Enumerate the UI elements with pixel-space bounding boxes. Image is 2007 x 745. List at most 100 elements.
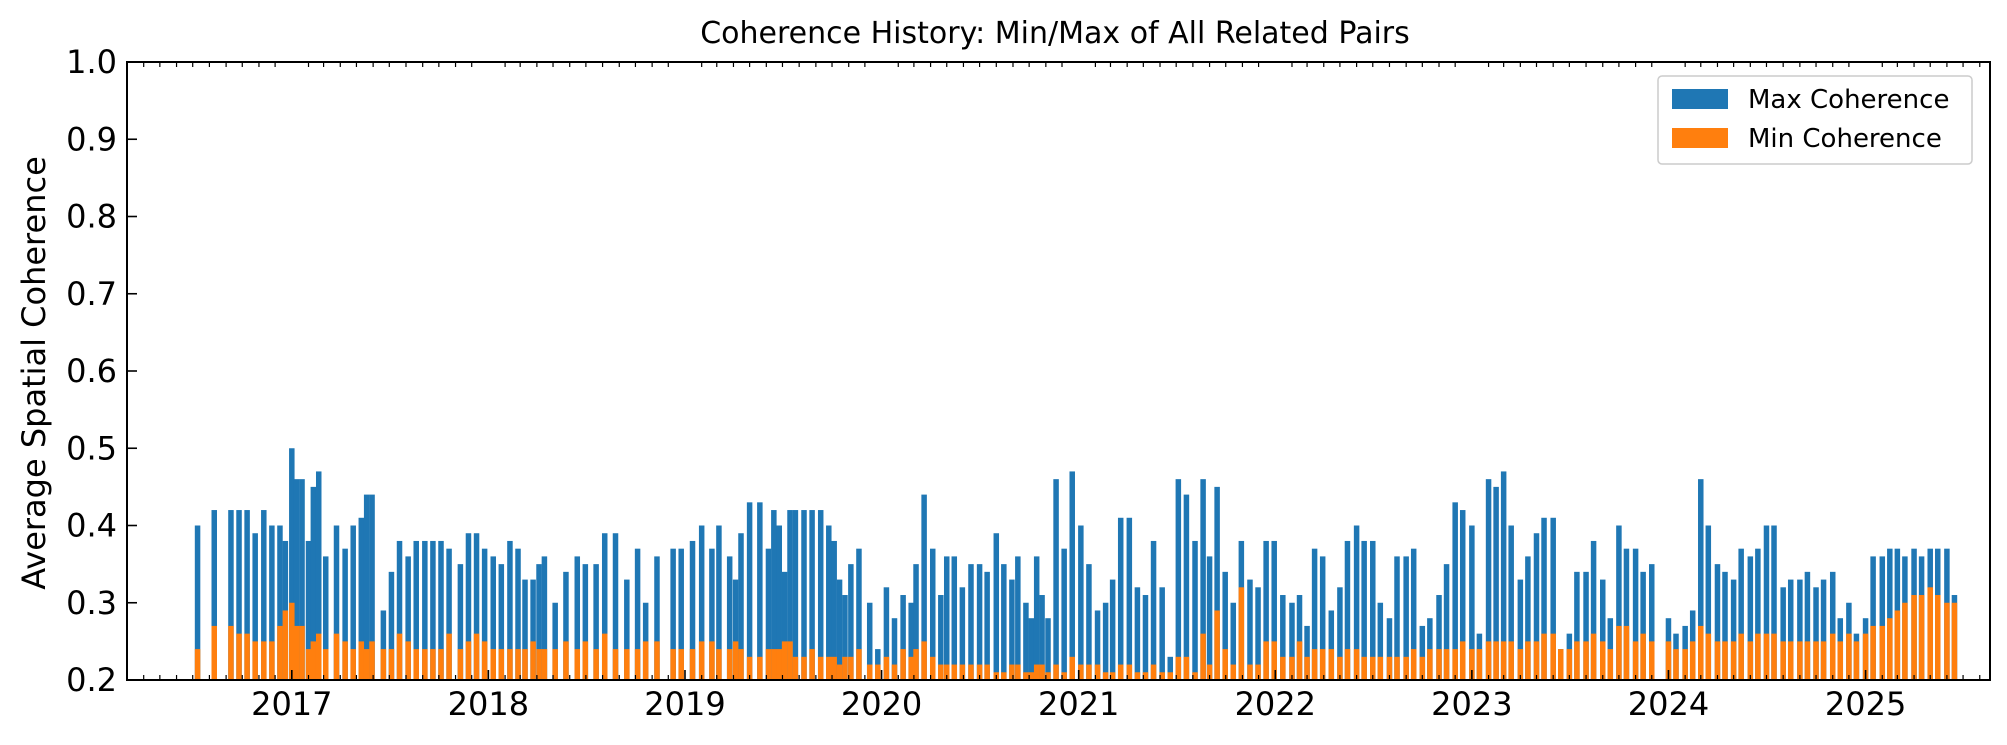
min-coherence-bar xyxy=(1280,656,1286,680)
min-coherence-bar xyxy=(473,633,480,680)
min-coherence-bar xyxy=(363,649,370,680)
min-coherence-bar xyxy=(1427,649,1433,680)
min-coherence-bar xyxy=(913,649,919,680)
x-tick-label: 2025 xyxy=(1825,685,1906,723)
min-coherence-bar xyxy=(1028,672,1035,680)
min-coherence-bar xyxy=(1086,664,1092,680)
min-coherence-bar xyxy=(563,641,569,681)
min-coherence-bar xyxy=(1705,633,1712,680)
min-coherence-bar xyxy=(689,649,696,680)
max-coherence-bar xyxy=(848,564,854,681)
ticks-layer: 0.2 0.3 0.4 0.5 0.6 0.7 0.8 0.9 1.0 2017 2018 2019 2… xyxy=(66,43,1981,723)
x-tick-label: 2023 xyxy=(1431,685,1512,723)
max-coherence-bar xyxy=(624,579,630,680)
min-coherence-bar xyxy=(1640,633,1646,680)
max-coherence-bar xyxy=(938,595,944,680)
min-coherence-bar xyxy=(938,664,944,680)
min-coherence-bar xyxy=(809,649,815,680)
max-coherence-bar xyxy=(369,494,375,680)
max-coherence-bar xyxy=(1109,579,1116,680)
y-tick-label: 0.3 xyxy=(66,584,117,622)
min-coherence-bar xyxy=(1403,656,1409,680)
max-coherence-bar xyxy=(771,510,777,680)
min-coherence-bar xyxy=(1175,656,1182,680)
min-coherence-bar xyxy=(1337,656,1343,680)
min-coherence-bar xyxy=(836,664,843,680)
min-coherence-bar xyxy=(1730,641,1737,681)
max-coherence-bar xyxy=(968,564,974,681)
max-coherence-bar xyxy=(228,510,234,680)
min-coherence-bar xyxy=(541,649,548,680)
min-coherence-bar xyxy=(380,649,387,680)
min-coherence-bar xyxy=(358,641,365,681)
max-coherence-bar xyxy=(1533,533,1540,680)
min-coherence-bar xyxy=(522,649,528,680)
max-coherence-bar xyxy=(252,533,258,680)
max-coherence-bar xyxy=(732,579,739,680)
min-coherence-bar xyxy=(776,649,782,680)
max-coherence-bar xyxy=(490,556,496,680)
min-coherence-bar xyxy=(1780,641,1786,681)
max-coherence-bar xyxy=(1009,579,1015,680)
min-coherence-bar xyxy=(252,641,258,681)
max-coherence-bar xyxy=(413,540,419,680)
max-coherence-bar xyxy=(765,548,772,680)
max-coherence-bar xyxy=(277,525,283,680)
max-coherence-bar xyxy=(993,533,1000,680)
min-coherence-bar xyxy=(968,664,974,680)
legend-swatch-min xyxy=(1672,128,1728,148)
min-coherence-bar xyxy=(1102,672,1109,680)
max-coherence-bar xyxy=(1117,517,1124,680)
min-coherence-bar xyxy=(1557,649,1564,680)
min-coherence-bar xyxy=(593,649,599,680)
min-coherence-bar xyxy=(1500,641,1507,681)
min-coherence-bar xyxy=(1927,587,1933,680)
min-coherence-bar xyxy=(1078,664,1084,680)
max-coherence-bar xyxy=(891,618,898,680)
min-coherence-bar xyxy=(1722,641,1728,681)
max-coherence-bar xyxy=(498,564,505,681)
min-coherence-bar xyxy=(1469,649,1475,680)
max-coherence-bar xyxy=(1033,556,1040,680)
max-coherence-bar xyxy=(1280,595,1286,680)
max-coherence-bar xyxy=(1410,548,1417,680)
min-coherence-bar xyxy=(1853,641,1860,681)
min-coherence-bar xyxy=(228,625,234,680)
max-coherence-bar xyxy=(757,502,763,680)
max-coherence-bar xyxy=(776,525,782,680)
max-coherence-bar xyxy=(1271,540,1277,680)
min-coherence-bar xyxy=(1370,656,1376,680)
min-coherence-bar xyxy=(350,649,356,680)
min-coherence-bar xyxy=(698,641,705,681)
min-coherence-bar xyxy=(507,649,513,680)
max-coherence-bar xyxy=(1763,525,1770,680)
min-coherence-bar xyxy=(261,641,267,681)
min-coherence-bar xyxy=(236,633,242,680)
min-coherence-bar xyxy=(1109,672,1116,680)
min-coherence-bar xyxy=(481,641,488,681)
min-coherence-bar xyxy=(582,641,589,681)
x-tick-label: 2018 xyxy=(448,685,529,723)
min-coherence-bar xyxy=(801,656,807,680)
min-coherence-bar xyxy=(1771,633,1777,680)
max-coherence-bar xyxy=(1525,556,1531,680)
min-coherence-bar xyxy=(771,649,777,680)
max-coherence-bar xyxy=(1459,510,1466,680)
max-coherence-bar xyxy=(1094,610,1101,680)
min-coherence-bar xyxy=(1200,633,1206,680)
min-coherence-bar xyxy=(413,649,419,680)
max-coherence-bar xyxy=(959,587,966,680)
max-coherence-bar xyxy=(689,540,696,680)
min-coherence-bar xyxy=(333,633,340,680)
min-coherence-bar xyxy=(1167,672,1174,680)
min-coherence-bar xyxy=(490,649,496,680)
min-coherence-bar xyxy=(883,656,890,680)
min-coherence-bar xyxy=(1493,641,1499,681)
min-coherence-bar xyxy=(624,649,630,680)
min-coherence-bar xyxy=(1142,672,1149,680)
max-coherence-bar xyxy=(244,510,250,680)
max-coherence-bar xyxy=(1469,525,1475,680)
max-coherence-bar xyxy=(1590,540,1597,680)
max-coherence-bar xyxy=(350,525,356,680)
max-coherence-bar xyxy=(552,602,558,680)
